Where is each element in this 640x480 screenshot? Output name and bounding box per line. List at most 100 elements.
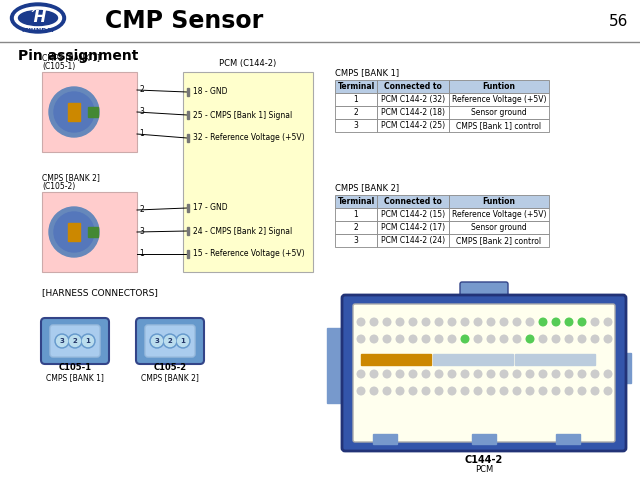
Text: CMPS [BANK 1]: CMPS [BANK 1] (46, 373, 104, 383)
Text: CMPS [BANK 2]: CMPS [BANK 2] (335, 183, 399, 192)
Bar (335, 234, 377, 247)
Text: 24 - CMPS [Bank 2] Signal: 24 - CMPS [Bank 2] Signal (193, 227, 292, 236)
Circle shape (409, 335, 417, 343)
Circle shape (513, 335, 521, 343)
Bar (42, 72, 137, 152)
Circle shape (500, 370, 508, 378)
Bar (377, 106, 449, 119)
Bar (377, 80, 449, 93)
Circle shape (422, 370, 430, 378)
Bar (449, 208, 549, 221)
Bar (472, 434, 496, 444)
Bar (42, 192, 137, 272)
Bar (0, 0, 640, 42)
Circle shape (526, 370, 534, 378)
Text: 15 - Reference Voltage (+5V): 15 - Reference Voltage (+5V) (193, 250, 305, 259)
Circle shape (370, 370, 378, 378)
Circle shape (552, 318, 560, 326)
Circle shape (540, 335, 547, 343)
Circle shape (526, 387, 534, 395)
Text: CMPS [BANK 1]: CMPS [BANK 1] (42, 53, 100, 62)
Bar (449, 234, 549, 247)
Ellipse shape (19, 11, 58, 25)
Circle shape (565, 318, 573, 326)
Circle shape (55, 334, 69, 348)
Text: C105-1: C105-1 (58, 363, 92, 372)
Bar (335, 208, 377, 221)
Bar (623, 353, 631, 383)
Circle shape (591, 318, 599, 326)
Text: C144-2: C144-2 (465, 455, 503, 465)
Bar (187, 204, 189, 212)
Text: CMP Sensor: CMP Sensor (105, 9, 263, 33)
Bar (449, 119, 549, 132)
Circle shape (81, 334, 95, 348)
Circle shape (357, 370, 365, 378)
FancyBboxPatch shape (353, 304, 615, 442)
Text: PCM: PCM (475, 466, 493, 475)
Circle shape (54, 212, 94, 252)
Circle shape (540, 387, 547, 395)
Bar (335, 119, 377, 132)
Circle shape (500, 318, 508, 326)
Circle shape (152, 336, 163, 347)
Circle shape (565, 387, 573, 395)
Circle shape (435, 335, 443, 343)
Bar (187, 134, 189, 142)
Bar (449, 93, 549, 106)
Text: Connected to: Connected to (384, 82, 442, 91)
Circle shape (591, 370, 599, 378)
Circle shape (357, 318, 365, 326)
Text: 1: 1 (354, 210, 358, 219)
Circle shape (383, 370, 391, 378)
Text: Pin assignment: Pin assignment (18, 49, 138, 63)
Circle shape (526, 335, 534, 343)
Circle shape (435, 370, 443, 378)
Text: Sensor ground: Sensor ground (471, 223, 527, 232)
Text: (C105-1): (C105-1) (42, 61, 76, 71)
Bar (449, 195, 549, 208)
Text: HYUNDAI: HYUNDAI (22, 28, 54, 34)
Circle shape (49, 207, 99, 257)
Bar (377, 208, 449, 221)
Text: Reference Voltage (+5V): Reference Voltage (+5V) (452, 95, 547, 104)
Circle shape (448, 370, 456, 378)
Bar (88, 107, 98, 117)
Bar (335, 195, 377, 208)
Text: CMPS [Bank 2] control: CMPS [Bank 2] control (456, 236, 541, 245)
Bar (327, 328, 345, 403)
Circle shape (552, 370, 560, 378)
Text: 18 - GND: 18 - GND (193, 87, 227, 96)
Circle shape (461, 318, 468, 326)
Circle shape (513, 370, 521, 378)
Text: 2: 2 (72, 338, 77, 344)
Circle shape (383, 335, 391, 343)
Text: 1: 1 (86, 338, 90, 344)
Circle shape (448, 387, 456, 395)
FancyBboxPatch shape (342, 295, 626, 451)
Text: 1: 1 (354, 95, 358, 104)
Text: (C105-2): (C105-2) (42, 181, 76, 191)
Bar (187, 88, 189, 96)
Circle shape (422, 318, 430, 326)
Circle shape (578, 370, 586, 378)
Circle shape (500, 387, 508, 395)
Circle shape (435, 387, 443, 395)
Circle shape (487, 335, 495, 343)
Bar (335, 93, 377, 106)
Circle shape (422, 387, 430, 395)
Text: CMPS [BANK 1]: CMPS [BANK 1] (335, 68, 399, 77)
Text: Ή: Ή (30, 11, 45, 25)
Circle shape (409, 387, 417, 395)
Circle shape (409, 370, 417, 378)
Bar (183, 72, 313, 272)
Bar (187, 250, 189, 258)
Circle shape (461, 370, 468, 378)
Circle shape (604, 335, 612, 343)
Circle shape (396, 318, 404, 326)
Bar (377, 234, 449, 247)
Text: 3: 3 (139, 228, 144, 237)
Bar (88, 227, 98, 237)
Text: 56: 56 (609, 13, 628, 28)
Circle shape (552, 387, 560, 395)
